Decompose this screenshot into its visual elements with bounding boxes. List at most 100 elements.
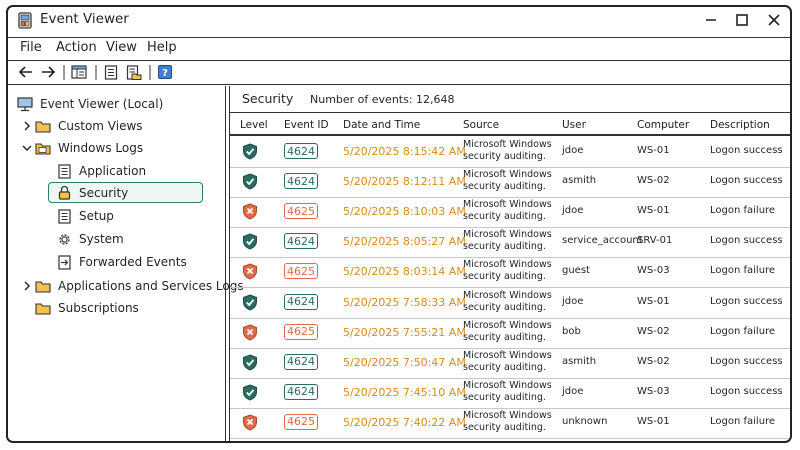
event-row[interactable]: 4625 5/20/2025 8:03:14 AM Microsoft Window…: [230, 257, 790, 289]
properties-icon[interactable]: [101, 63, 121, 81]
window-title: Event Viewer: [40, 11, 129, 27]
event-description: Logon success: [710, 295, 783, 307]
tree-item-custom-views[interactable]: Custom Views: [20, 118, 143, 134]
tree-item-subscriptions[interactable]: Subscriptions: [34, 300, 139, 316]
column-header-event-id[interactable]: Event ID: [284, 119, 329, 131]
tree-item-system[interactable]: System: [55, 231, 124, 247]
toolbar: ?: [8, 60, 790, 85]
event-user: jdoe: [562, 385, 584, 397]
tree-item-label: System: [79, 232, 124, 246]
tree-item-forwarded-events[interactable]: Forwarded Events: [55, 254, 187, 270]
event-source: Microsoft Windows security auditing.: [463, 199, 552, 223]
event-user: unknown: [562, 415, 608, 427]
chevron-right-icon[interactable]: [20, 121, 34, 131]
lock-icon: [55, 185, 73, 201]
event-computer: WS-02: [637, 325, 670, 337]
chevron-right-icon[interactable]: [20, 281, 34, 291]
event-id-badge: 4625: [284, 413, 318, 430]
success-shield-icon: [242, 354, 258, 375]
title-bar: Event Viewer: [8, 7, 790, 34]
svg-text:?: ?: [162, 68, 168, 79]
event-row[interactable]: 4624 5/20/2025 7:45:10 AM Microsoft Window…: [230, 378, 790, 409]
event-id-badge: 4625: [284, 323, 318, 340]
tree-item-label: Forwarded Events: [79, 255, 187, 269]
tree-item-security[interactable]: Security: [48, 182, 203, 203]
menu-action[interactable]: Action: [56, 40, 97, 55]
event-count: Number of events: 12,648: [310, 93, 455, 106]
column-header-date-time[interactable]: Date and Time: [343, 119, 421, 131]
event-row[interactable]: 4624 5/20/2025 7:58:33 AM Microsoft Window…: [230, 288, 790, 319]
success-shield-icon: [242, 173, 258, 194]
menu-bar: File Action View Help: [8, 37, 790, 61]
event-row[interactable]: 4624 5/20/2025 8:15:42 AM Microsoft Window…: [230, 137, 790, 168]
event-source: Microsoft Windows security auditing.: [463, 379, 552, 403]
back-arrow-icon[interactable]: [16, 63, 36, 81]
event-id-badge: 4624: [284, 293, 318, 310]
header-divider: [230, 134, 790, 136]
event-datetime: 5/20/2025 7:55:21 AM: [343, 325, 466, 339]
event-datetime: 5/20/2025 8:10:03 AM: [343, 205, 466, 219]
column-header-level[interactable]: Level: [240, 119, 268, 131]
event-viewer-window: Event Viewer File Action View Help: [6, 5, 792, 443]
failure-shield-icon: [242, 324, 258, 345]
column-header-user[interactable]: User: [562, 119, 586, 131]
event-datetime: 5/20/2025 8:15:42 AM: [343, 145, 466, 158]
column-header-description[interactable]: Description: [710, 119, 770, 131]
event-source: Microsoft Windows security auditing.: [463, 349, 552, 373]
toolbar-separator: [63, 65, 65, 80]
menu-help[interactable]: Help: [147, 40, 177, 55]
event-id-badge: 4624: [284, 383, 318, 400]
menu-file[interactable]: File: [20, 40, 42, 55]
failure-shield-icon: [242, 203, 258, 224]
event-row[interactable]: 4625 5/20/2025 7:40:22 AM Microsoft Window…: [230, 408, 790, 439]
computer-icon: [16, 96, 34, 112]
event-datetime: 5/20/2025 8:12:11 AM: [343, 175, 466, 189]
event-row[interactable]: 4625 5/20/2025 7:55:21 AM Microsoft Window…: [230, 318, 790, 349]
tree-item-applications-and-services-logs[interactable]: Applications and Services Logs: [20, 278, 244, 294]
maximize-button[interactable]: [729, 9, 755, 31]
event-row[interactable]: 4625 5/20/2025 8:10:03 AM Microsoft Window…: [230, 197, 790, 229]
event-user: asmith: [562, 355, 597, 367]
success-shield-icon: [242, 143, 258, 164]
open-saved-log-icon[interactable]: [124, 63, 144, 81]
event-computer: WS-03: [637, 265, 670, 277]
gear-icon: [55, 231, 73, 247]
event-source: Microsoft Windows security auditing.: [463, 409, 552, 433]
event-computer: WS-02: [637, 355, 670, 367]
success-shield-icon: [242, 293, 258, 315]
folder-icon: [34, 278, 52, 294]
menu-view[interactable]: View: [106, 40, 137, 55]
event-computer: WS-02: [637, 175, 670, 187]
event-row[interactable]: 4624 5/20/2025 8:12:11 AM Microsoft Window…: [230, 167, 790, 199]
tree-item-windows-logs[interactable]: Windows Logs: [20, 140, 143, 156]
event-source: Microsoft Windows security auditing.: [463, 169, 552, 193]
event-user: jdoe: [562, 205, 584, 217]
tree-item-event-viewer-local[interactable]: Event Viewer (Local): [16, 96, 163, 112]
tree-item-label: Setup: [79, 209, 114, 223]
close-button[interactable]: [761, 9, 787, 31]
tree-item-label: Subscriptions: [58, 301, 139, 315]
event-computer: WS-01: [637, 145, 670, 156]
event-row[interactable]: 4624 5/20/2025 8:05:27 AM Microsoft Window…: [230, 227, 790, 259]
event-computer: WS-01: [637, 205, 670, 217]
event-datetime: 5/20/2025 7:58:33 AM: [343, 295, 466, 309]
tree-item-application[interactable]: Application: [55, 163, 146, 179]
event-computer: WS-01: [637, 295, 670, 307]
tree-item-setup[interactable]: Setup: [55, 208, 114, 224]
column-header-source[interactable]: Source: [463, 119, 500, 131]
forward-arrow-icon[interactable]: [38, 63, 58, 81]
event-source: Microsoft Windows security auditing.: [463, 259, 552, 283]
event-row[interactable]: 4624 5/20/2025 7:50:47 AM Microsoft Window…: [230, 348, 790, 379]
chevron-down-icon[interactable]: [20, 144, 34, 152]
event-user: guest: [562, 265, 590, 277]
show-hide-tree-icon[interactable]: [69, 63, 89, 81]
failure-shield-icon: [242, 414, 258, 435]
tree-item-label: Application: [79, 164, 147, 178]
forward-log-icon: [55, 254, 73, 270]
minimize-button[interactable]: [698, 9, 724, 31]
help-icon[interactable]: ?: [155, 63, 175, 81]
event-computer: SRV-01: [637, 235, 673, 247]
column-header-computer[interactable]: Computer: [637, 119, 690, 131]
event-description: Logon success: [710, 175, 783, 187]
event-source: Microsoft Windows security auditing.: [463, 319, 552, 343]
